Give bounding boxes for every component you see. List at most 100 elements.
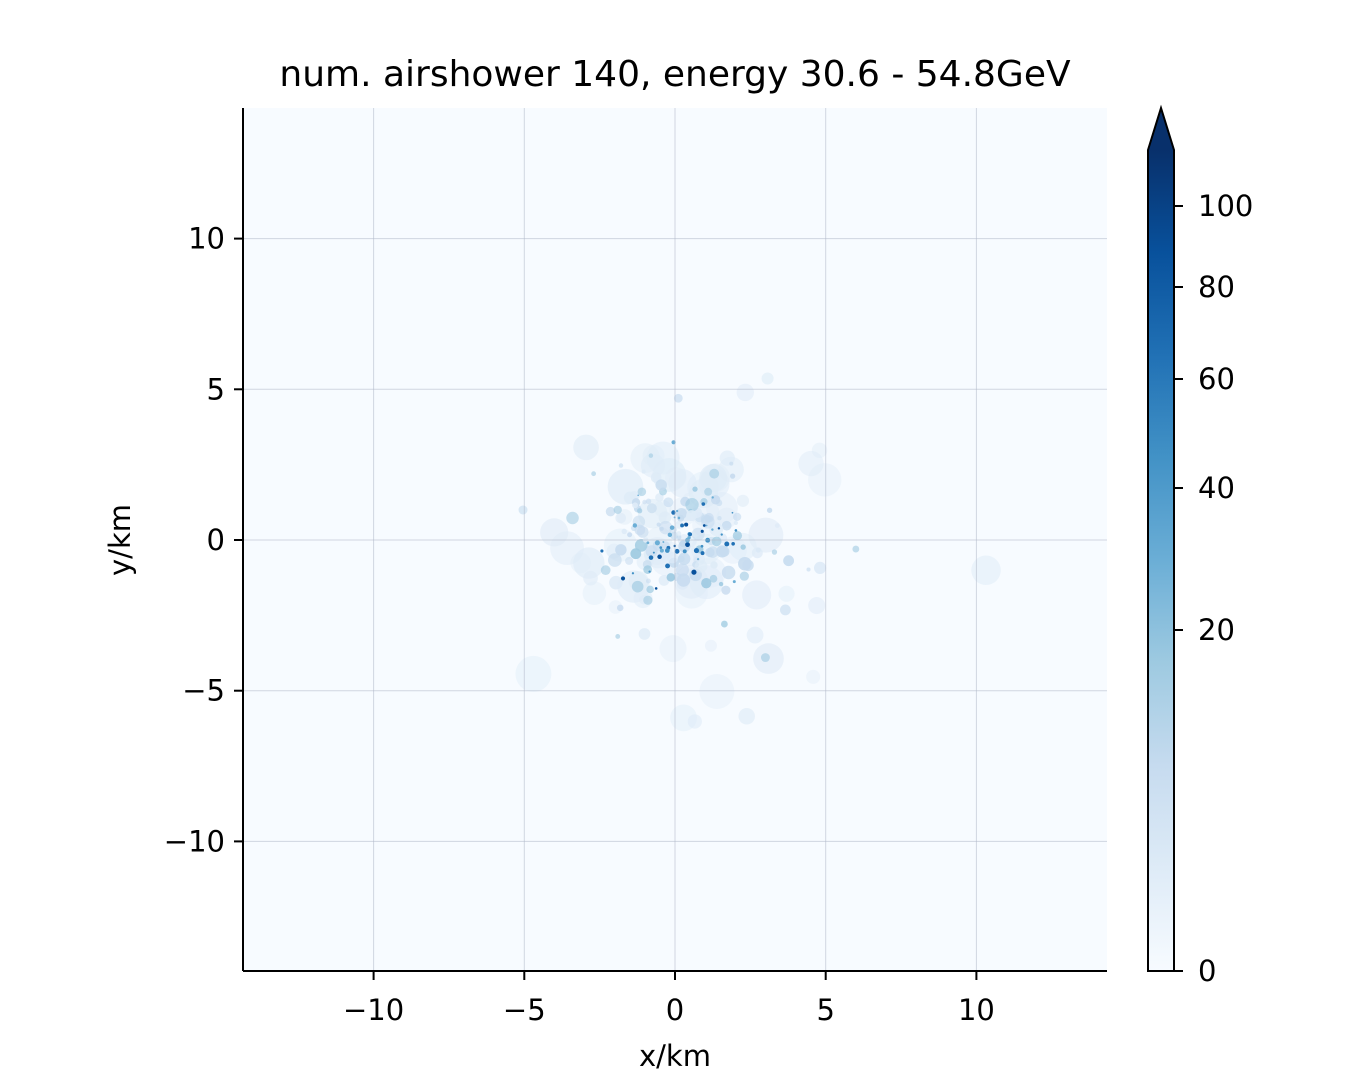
density-blob [721,565,736,580]
density-blob [621,528,627,535]
density-blob [670,531,679,540]
outlier-blob [648,453,654,458]
halo-blob [665,467,687,489]
density-blob [638,628,651,640]
density-blob [705,547,715,558]
density-blob [783,555,795,567]
density-speck [657,554,662,560]
density-speck [687,535,691,540]
outlier-blob [591,471,597,477]
halo-blob [742,580,772,610]
density-blob [733,520,738,526]
density-blob [700,514,711,525]
density-blob [632,502,639,509]
density-blob [721,620,728,628]
halo-blob [515,655,552,692]
density-blob [813,561,827,574]
y-tick-label: −5 [182,674,225,708]
density-speck [693,548,700,554]
density-speck [680,523,684,528]
density-blob [645,578,651,584]
density-speck [734,529,738,532]
x-tick-label: 5 [816,993,834,1027]
density-speck [675,509,679,513]
density-blob [779,604,791,616]
halo-blob [806,669,821,684]
chart-title: num. airshower 140, energy 30.6 - 54.8Ge… [279,54,1071,95]
halo-blob [570,552,591,574]
density-blob [716,545,729,558]
density-blob [566,511,579,525]
density-speck [646,541,650,545]
density-speck [667,532,673,538]
outlier-blob [709,468,720,479]
halo-blob [573,547,605,579]
density-blob [715,499,723,507]
density-blob [717,516,722,521]
density-speck [711,496,714,499]
density-blob [615,544,627,556]
density-speck [659,548,664,553]
density-speck [705,524,708,527]
density-speck [648,570,651,573]
density-blob [646,585,654,594]
outlier-blob [704,487,713,496]
density-blob [634,524,646,536]
colorbar-gradient [1148,150,1174,971]
density-speck [700,529,704,533]
grid-lines [243,108,1107,971]
density-blob [656,522,661,527]
density-blob [676,573,691,587]
y-tick-label: 10 [188,222,225,256]
x-axis-label: x/km [639,1039,711,1073]
density-blob [615,512,627,524]
outlier-blob [852,545,860,553]
density-speck [648,555,654,560]
halo-blob [704,639,717,652]
density-blob [675,508,687,520]
density-blob [643,565,653,574]
y-axis-label: y/km [103,504,137,576]
density-speck [654,587,658,590]
outlier-blob [613,505,622,514]
colorbar-tick-label: 0 [1198,954,1216,988]
density-blob [675,563,689,577]
density-blob [676,531,682,537]
density-blob [631,580,644,593]
density-blob [645,545,658,558]
colorbar-extend-arrow [1148,108,1174,150]
density-blob [711,536,722,547]
x-tick-label: 0 [666,993,684,1027]
density-blob [646,503,657,514]
density-speck [724,541,730,547]
density-speck [702,524,706,527]
x-tick-label: 10 [958,993,995,1027]
density-blob [659,526,664,531]
density-blob [685,498,699,512]
outlier-blob [760,653,770,663]
density-speck [717,527,721,530]
halo-blob [971,555,1001,586]
halo-blob [748,517,784,553]
halo-blob [746,626,764,644]
density-speck [659,546,663,549]
x-tick-label: −5 [503,993,546,1027]
density-blob [742,559,754,572]
density-speck [682,549,687,554]
halo-blob [738,708,755,725]
density-blob [691,527,705,541]
density-speck [665,548,670,553]
density-speck [674,548,680,554]
outlier-blob [615,634,621,639]
density-blob [625,556,634,565]
colorbar-tick-label: 80 [1198,270,1235,304]
density-speck [696,557,700,561]
halo-blob [540,518,569,547]
colorbar-ticks: 0 20 40 60 80 100 [1174,189,1253,988]
density-blob [740,544,746,550]
density-blob [642,499,647,505]
density-blob [774,523,780,528]
density-blob [637,487,647,497]
density-blob [677,552,691,566]
